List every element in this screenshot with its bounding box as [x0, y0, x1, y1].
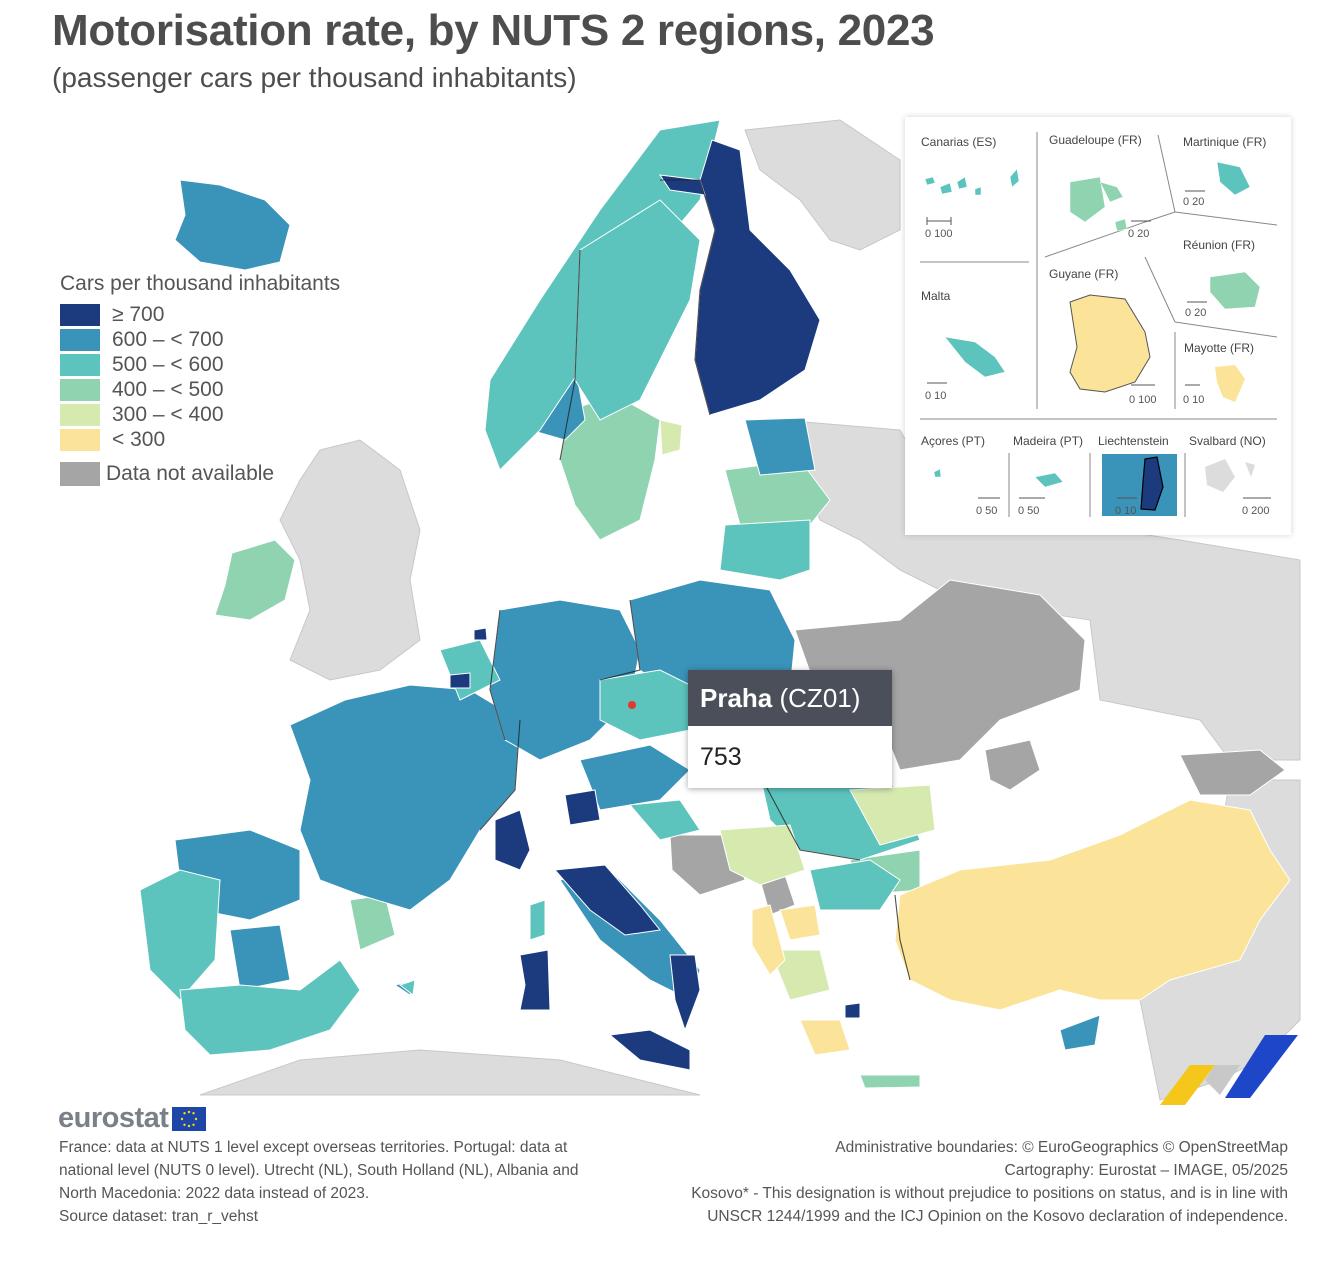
legend: Cars per thousand inhabitants ≥ 700 600 …	[60, 272, 340, 487]
legend-swatch	[60, 428, 100, 451]
choropleth-under-300	[751, 799, 1291, 1056]
praha-marker[interactable]	[628, 701, 636, 709]
map-title: Motorisation rate, by NUTS 2 regions, 20…	[52, 6, 935, 55]
inset-label-liechtenstein: Liechtenstein	[1098, 434, 1169, 448]
europe-map	[139, 119, 1301, 1105]
legend-label-na: Data not available	[106, 462, 275, 485]
inset-label-canarias: Canarias (ES)	[921, 135, 997, 149]
legend-label: ≥ 700	[112, 302, 165, 326]
inset-label-malta: Malta	[921, 289, 951, 303]
footnotes-left: France: data at NUTS 1 level except over…	[59, 1136, 579, 1228]
legend-swatch	[60, 353, 100, 376]
footnote-line: national level (NUTS 0 level). Utrecht (…	[59, 1162, 579, 1179]
legend-item: 500 – < 600	[60, 352, 340, 377]
footnote-line: North Macedonia: 2022 data instead of 20…	[59, 1185, 370, 1202]
inset-label-mayotte: Mayotte (FR)	[1184, 341, 1255, 355]
inset-label-guadeloupe: Guadeloupe (FR)	[1049, 133, 1142, 147]
scale-label: 0 10	[1115, 505, 1137, 517]
insets-panel: Canarias (ES) Guadeloupe (FR) Martinique…	[905, 117, 1291, 535]
country-borders	[479, 179, 911, 981]
scale-label: 0 100	[1129, 394, 1157, 406]
tooltip-header: Praha (CZ01)	[688, 670, 892, 726]
scale-label: 0 50	[1018, 505, 1040, 517]
footnotes-right: Administrative boundaries: © EuroGeograp…	[691, 1136, 1288, 1228]
legend-swatch	[60, 328, 100, 351]
logo-text: eurostat	[58, 1102, 169, 1134]
tooltip-value: 753	[700, 743, 742, 771]
eurostat-logo: eurostat	[58, 1102, 207, 1135]
insets-dividers	[920, 132, 1278, 517]
scale-label: 0 10	[925, 390, 947, 402]
legend-swatch	[60, 378, 100, 401]
legend-item: 400 – < 500	[60, 377, 340, 402]
legend-label: 300 – < 400	[112, 402, 224, 426]
inset-label-guyane: Guyane (FR)	[1049, 267, 1119, 281]
legend-label: < 300	[112, 427, 166, 451]
scale-label: 0 20	[1185, 307, 1207, 319]
choropleth-700-plus	[449, 139, 861, 1071]
legend-swatch	[60, 303, 100, 326]
tooltip-region-code: (CZ01)	[779, 683, 861, 713]
footnote-line: UNSCR 1244/1999 and the ICJ Opinion on t…	[707, 1208, 1288, 1225]
footnote-line: Kosovo* - This designation is without pr…	[691, 1185, 1288, 1202]
inset-label-martinique: Martinique (FR)	[1183, 135, 1267, 149]
scale-label: 0 10	[1183, 394, 1205, 406]
footnote-line: Source dataset: tran_r_vehst	[59, 1208, 259, 1225]
scale-label: 0 100	[925, 228, 953, 240]
footnote-line: France: data at NUTS 1 level except over…	[59, 1139, 568, 1156]
scale-label: 0 200	[1242, 505, 1270, 517]
legend-item: 300 – < 400	[60, 402, 340, 427]
map-subtitle: (passenger cars per thousand inhabitants…	[52, 62, 577, 93]
inset-label-acores: Açores (PT)	[921, 434, 986, 448]
inset-label-reunion: Réunion (FR)	[1183, 238, 1256, 252]
legend-item: 600 – < 700	[60, 327, 340, 352]
footnote-line: Cartography: Eurostat – IMAGE, 05/2025	[1004, 1162, 1288, 1179]
eu-flag-icon	[172, 1106, 207, 1131]
legend-item: ≥ 700	[60, 302, 340, 327]
footnote-line: Administrative boundaries: © EuroGeograp…	[835, 1139, 1288, 1156]
scale-label: 0 50	[976, 505, 998, 517]
region-tooltip: Praha (CZ01) 753	[688, 670, 892, 788]
legend-label: 400 – < 500	[112, 377, 224, 401]
scale-label: 0 20	[1128, 228, 1150, 240]
legend-title: Cars per thousand inhabitants	[60, 272, 341, 295]
legend-label: 600 – < 700	[112, 327, 224, 351]
legend-swatch	[60, 403, 100, 426]
legend-item: < 300	[60, 427, 340, 452]
choropleth-300-400	[659, 419, 936, 1001]
legend-swatch-na	[60, 462, 100, 486]
scale-label: 0 20	[1183, 196, 1205, 208]
inset-label-madeira: Madeira (PT)	[1013, 434, 1084, 448]
legend-item-na: Data not available	[60, 461, 340, 487]
tooltip-region-name: Praha	[700, 683, 773, 713]
legend-label: 500 – < 600	[112, 352, 224, 376]
inset-label-svalbard: Svalbard (NO)	[1189, 434, 1266, 448]
eurostat-ribbon	[1160, 1035, 1298, 1105]
